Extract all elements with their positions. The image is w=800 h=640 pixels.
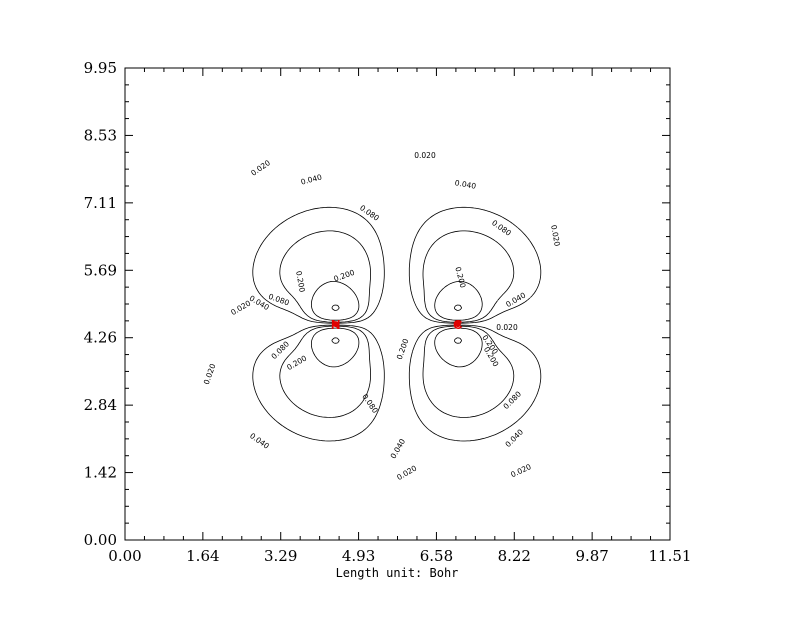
atom-label: C	[453, 317, 463, 332]
negative-contour-line	[279, 230, 515, 418]
y-tick-label: 8.53	[84, 126, 117, 144]
y-tick-label: 1.42	[84, 464, 117, 482]
positive-contour-line	[311, 281, 483, 368]
y-tick-label: 4.26	[84, 329, 117, 347]
atom-marker	[332, 321, 339, 328]
contour-label: 0.020	[414, 151, 436, 160]
contour-labels: 0.0200.0400.0800.2000.0200.0400.0800.200…	[202, 151, 562, 482]
positive-contour-line	[331, 304, 463, 344]
x-tick-label: 11.51	[649, 547, 692, 565]
y-tick-label: 0.00	[84, 531, 117, 549]
positive-contour-line	[252, 206, 542, 442]
x-tick-label: 8.22	[498, 547, 531, 565]
contour-label: 0.080	[358, 203, 381, 223]
x-tick-label: 9.87	[575, 547, 608, 565]
x-tick-label: 0.00	[108, 547, 141, 565]
y-tick-label: 2.84	[84, 396, 117, 414]
contour-label: 0.040	[454, 178, 477, 191]
x-tick-label: 3.29	[264, 547, 297, 565]
plot-frame	[124, 67, 671, 541]
negative-contour-line	[252, 206, 542, 442]
y-tick-label: 7.11	[84, 194, 117, 212]
positive-contour-line	[279, 230, 515, 418]
contour-label: 0.020	[395, 463, 418, 482]
contour-label: 0.040	[248, 294, 271, 313]
contour-label: 0.080	[501, 389, 523, 411]
atom-marker	[454, 321, 461, 328]
contour-label: 0.040	[300, 172, 323, 186]
contour-label: 0.080	[269, 339, 291, 361]
contour-label: 0.020	[496, 323, 518, 332]
y-tick-label: 5.69	[84, 261, 117, 279]
contour-label: 0.080	[267, 292, 290, 308]
contour-label: 0.200	[333, 268, 356, 284]
contour-label: 0.020	[509, 462, 532, 479]
contour-label: 0.080	[360, 392, 380, 415]
contour-label: 0.040	[504, 290, 527, 309]
contour-label: 0.020	[249, 158, 272, 178]
negative-contour-line	[311, 281, 483, 368]
contour-label: 0.040	[248, 431, 271, 451]
contour-label: 0.200	[453, 266, 467, 289]
y-tick-label: 9.95	[84, 59, 117, 77]
contour-label: 0.200	[395, 337, 411, 360]
contour-label: 0.020	[202, 362, 218, 385]
contour-lines	[252, 206, 542, 442]
contour-label: 0.020	[549, 224, 562, 247]
atom-label: N	[331, 317, 340, 332]
x-tick-label: 1.64	[186, 547, 219, 565]
x-tick-label: 6.58	[420, 547, 453, 565]
contour-label: 0.200	[294, 270, 307, 293]
x-tick-label: 4.93	[342, 547, 375, 565]
axis-ticks: 0.00 1.64 3.29 4.93 6.58 8.22 9.87 11.51 0.00 1.4…	[84, 59, 692, 565]
x-axis-title: Length unit: Bohr	[336, 566, 459, 580]
contour-label: 0.040	[389, 437, 408, 460]
contour-label: 0.040	[503, 427, 525, 449]
negative-contour-line	[331, 304, 463, 344]
